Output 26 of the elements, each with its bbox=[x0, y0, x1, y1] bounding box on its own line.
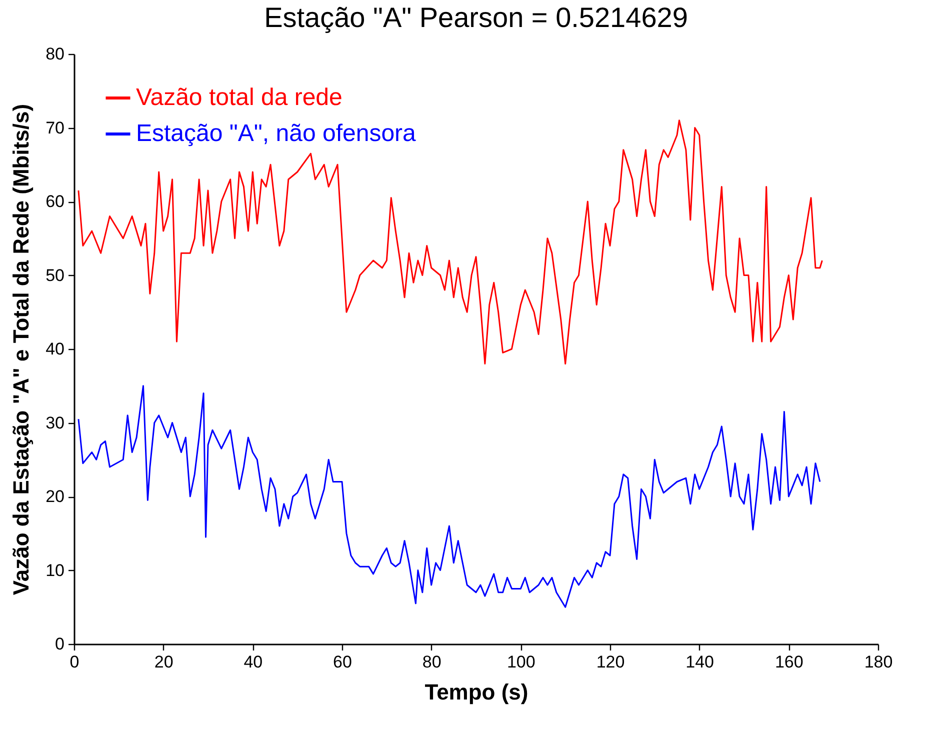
x-tick-label: 120 bbox=[596, 652, 625, 672]
x-tick-label: 140 bbox=[686, 652, 714, 672]
x-tick-label: 180 bbox=[864, 652, 893, 672]
x-tick-label: 100 bbox=[506, 652, 536, 672]
y-tick-label: 20 bbox=[46, 487, 64, 506]
legend-label: Vazão total da rede bbox=[136, 84, 342, 111]
legend-label: Estação "A", não ofensora bbox=[136, 120, 417, 147]
x-tick-label: 80 bbox=[422, 652, 442, 672]
y-tick-label: 60 bbox=[46, 192, 64, 211]
y-tick-label: 80 bbox=[46, 44, 64, 64]
y-axis-title: Vazão da Estação "A" e Total da Rede (Mbits/s) bbox=[8, 104, 34, 596]
chart-title: Estação "A" Pearson = 0.5214629 bbox=[264, 2, 688, 33]
x-tick-label: 60 bbox=[333, 652, 352, 672]
y-tick-label: 10 bbox=[46, 560, 64, 580]
y-tick-label: 40 bbox=[46, 340, 64, 358]
x-tick-label: 40 bbox=[244, 652, 263, 672]
line-series bbox=[78, 385, 821, 608]
y-tick-label: 0 bbox=[55, 634, 64, 654]
y-tick-label: 30 bbox=[46, 413, 64, 432]
y-tick-label: 50 bbox=[46, 266, 64, 285]
x-tick-label: 0 bbox=[70, 652, 80, 672]
line-series bbox=[78, 120, 823, 364]
x-axis-title: Tempo (s) bbox=[424, 680, 528, 704]
y-tick-label: 70 bbox=[46, 118, 64, 138]
x-tick-label: 160 bbox=[774, 652, 804, 672]
x-tick-label: 20 bbox=[154, 652, 174, 672]
